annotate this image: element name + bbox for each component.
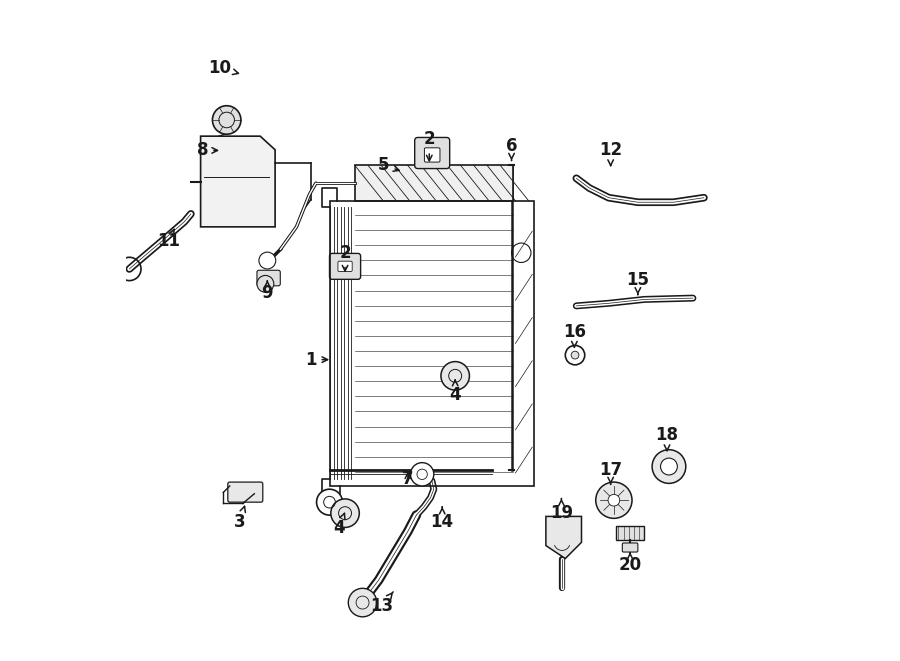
Text: 15: 15 <box>626 271 650 295</box>
Polygon shape <box>355 165 514 201</box>
FancyBboxPatch shape <box>257 270 280 286</box>
Text: 13: 13 <box>371 592 393 615</box>
FancyBboxPatch shape <box>622 543 638 552</box>
FancyBboxPatch shape <box>415 137 450 169</box>
Text: 20: 20 <box>618 553 642 574</box>
Text: 17: 17 <box>599 461 622 485</box>
Circle shape <box>317 489 343 515</box>
Text: 10: 10 <box>209 59 238 77</box>
Text: 19: 19 <box>550 498 573 522</box>
Text: 8: 8 <box>197 141 218 159</box>
Circle shape <box>572 351 579 359</box>
FancyBboxPatch shape <box>329 253 361 280</box>
Circle shape <box>331 499 359 527</box>
Text: 3: 3 <box>234 506 246 531</box>
Circle shape <box>348 588 377 617</box>
Text: 1: 1 <box>305 350 328 369</box>
FancyBboxPatch shape <box>338 261 352 272</box>
Text: 7: 7 <box>402 471 414 488</box>
Circle shape <box>661 458 678 475</box>
Circle shape <box>441 362 470 390</box>
FancyBboxPatch shape <box>228 482 263 502</box>
Circle shape <box>596 482 632 518</box>
Text: 18: 18 <box>655 426 679 451</box>
Text: 6: 6 <box>506 137 518 161</box>
Text: 14: 14 <box>431 507 454 531</box>
Text: 11: 11 <box>157 229 180 250</box>
Text: 5: 5 <box>378 156 399 175</box>
Polygon shape <box>546 516 581 559</box>
FancyBboxPatch shape <box>616 526 644 541</box>
Text: 12: 12 <box>599 141 622 166</box>
Text: 2: 2 <box>424 130 435 161</box>
FancyBboxPatch shape <box>425 148 440 162</box>
Text: 9: 9 <box>262 281 273 302</box>
Text: 4: 4 <box>449 380 461 405</box>
Text: 2: 2 <box>339 244 351 271</box>
Circle shape <box>608 494 620 506</box>
Circle shape <box>212 106 241 134</box>
Circle shape <box>652 449 686 483</box>
Circle shape <box>410 463 434 486</box>
Text: 4: 4 <box>333 513 345 537</box>
Circle shape <box>257 276 274 292</box>
Circle shape <box>259 252 275 269</box>
Polygon shape <box>201 136 275 227</box>
Text: 16: 16 <box>562 323 586 347</box>
